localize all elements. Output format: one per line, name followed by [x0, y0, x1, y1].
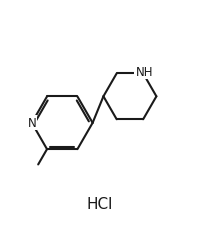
Text: N: N	[27, 117, 36, 130]
Text: NH: NH	[135, 66, 153, 79]
Text: HCl: HCl	[86, 196, 113, 211]
